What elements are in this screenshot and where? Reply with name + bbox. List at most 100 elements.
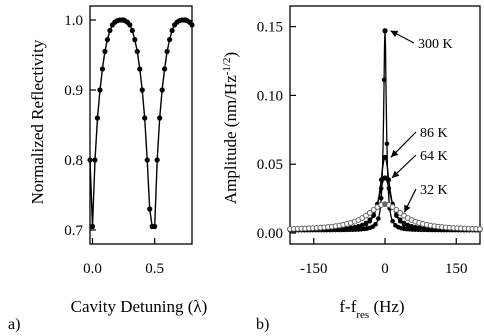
panel-b-data-point xyxy=(367,217,373,223)
panel-b-data-point xyxy=(397,209,404,216)
panel-a-ytick-label: 1.0 xyxy=(64,13,83,29)
panel-b-ylabel-main: Amplitude (nm/Hz xyxy=(221,75,240,204)
panel-b-data-point xyxy=(416,225,422,231)
panel-b-peak-point xyxy=(382,175,388,181)
panel-b-peak-point xyxy=(382,201,388,207)
panel-a-data-point xyxy=(137,66,143,72)
panel-b-data-point xyxy=(363,220,369,226)
panel-a-data-point xyxy=(134,48,140,55)
panel-a-data-point xyxy=(164,48,170,55)
panel-b-data-point xyxy=(390,218,395,224)
panel-a-xtick-label: 0.0 xyxy=(83,261,102,277)
panel-b-annotation-label: 300 K xyxy=(418,37,453,52)
panel-b-data-point xyxy=(401,220,407,226)
panel-b-data-point xyxy=(405,222,411,228)
panel-b-data-point xyxy=(370,206,377,213)
panel-a-data-point xyxy=(154,157,160,163)
panel-a-data-point xyxy=(107,27,113,34)
panel-a-data-point xyxy=(87,157,93,163)
panel-a-ytick-label: 0.7 xyxy=(64,223,83,239)
panel-a-data-point xyxy=(167,37,173,43)
panel-b-annotations: 300 K 86 K 64 K 32 K xyxy=(390,30,453,213)
panel-b-xtick-label: -150 xyxy=(300,261,328,277)
panel-b-data-point xyxy=(344,225,350,231)
panel-a-series xyxy=(87,17,195,230)
panel-a-ytick-label: 0.9 xyxy=(64,83,83,99)
panel-b-data-point xyxy=(373,222,378,227)
panel-b-series-line xyxy=(290,156,480,231)
panel-a-data-point xyxy=(132,37,138,43)
panel-b-series-line xyxy=(290,203,480,230)
panel-a-data-point xyxy=(92,157,98,163)
panel-b-ylabel-end: ) xyxy=(221,52,240,58)
panel-b-data-point xyxy=(376,216,381,221)
panel-b-ytick-label: 0.15 xyxy=(257,20,283,36)
panel-a-frame xyxy=(89,5,193,245)
panel-b-xlabel-main: f-f xyxy=(339,297,356,316)
panel-b-data-point xyxy=(359,222,365,228)
panel-a-data-point xyxy=(189,22,195,28)
panel-b-xtick-label: 0 xyxy=(381,261,389,277)
panel-b-xtick-label: 150 xyxy=(445,261,468,277)
panel-b-xlabel: f-fres (Hz) xyxy=(339,297,404,321)
panel-a-data-point xyxy=(97,87,103,93)
panel-b-ytick-label: 0.10 xyxy=(257,88,283,104)
panel-b-annotation-arrowhead xyxy=(404,204,411,213)
panel-b-annotation-arrowhead xyxy=(390,30,399,38)
panel-b-annotation-label: 86 K xyxy=(420,126,448,141)
panel-a-data-point xyxy=(129,27,135,34)
panel-b-annotation-arrowhead xyxy=(391,170,400,178)
panel-b-annotation-label: 32 K xyxy=(420,183,448,198)
panel-a-data-point xyxy=(169,27,175,34)
panel-b-xlabel-end: (Hz) xyxy=(369,297,404,316)
panel-b-ytick-label: 0.00 xyxy=(257,226,283,242)
panel-b-data-point xyxy=(397,217,403,223)
panel-b: -150 0 150 0.00 0.05 0.10 0.15 300 K 86 K 64 K 32… xyxy=(221,5,483,333)
panel-a-xlabel: Cavity Detuning (λ) xyxy=(71,297,208,316)
panel-b-label: b) xyxy=(256,316,269,333)
panel-b-data-point xyxy=(393,206,400,213)
panel-a-ylabel: Normalized Reflectivity xyxy=(28,39,47,204)
panel-a-data-point xyxy=(127,22,133,28)
panel-b-annotation-arrowhead xyxy=(390,149,399,158)
panel-b-data-point xyxy=(378,195,384,201)
panel-b-data-point xyxy=(348,225,354,231)
panel-a-data-point xyxy=(102,48,108,55)
panel-b-data-point xyxy=(386,186,392,191)
panel-b-data-point xyxy=(384,141,390,147)
panel-a-data-point xyxy=(89,223,96,230)
panel-a-data-point xyxy=(94,115,101,121)
panel-b-data-point xyxy=(477,226,483,232)
panel-b-data-point xyxy=(389,204,396,210)
panel-b-data-point xyxy=(409,223,414,229)
panel-b-series xyxy=(287,28,483,233)
panel-b-ticks: -150 0 150 0.00 0.05 0.10 0.15 xyxy=(257,20,468,277)
panel-b-data-point xyxy=(420,225,426,231)
panel-b-data-point xyxy=(413,224,418,230)
panel-b-ylabel: Amplitude (nm/Hz-1/2) xyxy=(221,52,240,204)
panel-b-series-line xyxy=(290,30,480,231)
panel-a-data-point xyxy=(144,157,150,163)
panel-b-xlabel-sub: res xyxy=(356,309,369,321)
panel-a-data-point xyxy=(147,206,153,212)
panel-a-data-point xyxy=(159,87,165,93)
panel-b-data-point xyxy=(381,77,387,83)
panel-a-data-point xyxy=(142,115,148,121)
panel-b-annotation-label: 64 K xyxy=(420,149,448,164)
panel-b-data-point xyxy=(378,177,384,183)
panel-b-peak-point xyxy=(382,154,388,160)
panel-b-data-point xyxy=(363,212,369,219)
panel-b-ylabel-sup: -1/2 xyxy=(221,58,233,76)
panel-b-ytick-label: 0.05 xyxy=(257,157,283,173)
panel-b-data-point xyxy=(366,209,373,216)
panel-a-data-point xyxy=(139,87,145,93)
panel-b-data-point xyxy=(386,177,392,183)
panel-a-data-point xyxy=(99,66,106,72)
panel-b-data-point xyxy=(378,186,384,191)
panel-a-ytick-label: 0.8 xyxy=(64,153,83,169)
panel-a-data-point xyxy=(162,66,168,72)
panel-b-peak-point xyxy=(382,28,388,34)
panel-a-data-point xyxy=(104,37,111,43)
panel-a-label: a) xyxy=(8,316,20,333)
